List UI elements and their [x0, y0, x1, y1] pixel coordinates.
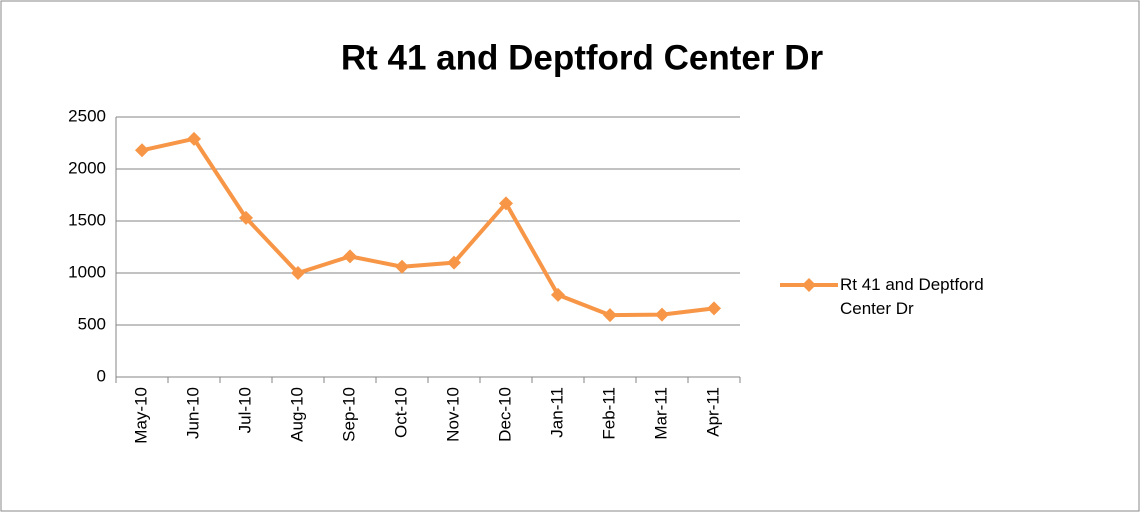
data-point: [135, 143, 149, 158]
data-point: [291, 266, 305, 280]
y-tick-label: 0: [97, 366, 106, 385]
data-point: [551, 287, 565, 302]
x-tick-label: Nov-10: [443, 387, 462, 442]
x-tick-label: Jan-11: [547, 387, 566, 438]
data-point: [499, 196, 513, 211]
x-tick-label: Jul-10: [235, 387, 254, 433]
y-tick-label: 500: [78, 314, 106, 333]
x-tick-label: May-10: [131, 387, 150, 444]
x-tick-label: Oct-10: [391, 387, 410, 438]
y-tick-label: 1000: [68, 262, 106, 281]
data-point: [395, 259, 409, 274]
data-point: [707, 301, 721, 316]
y-tick-label: 1500: [68, 210, 106, 229]
x-tick-label: Apr-11: [703, 387, 722, 437]
data-point: [187, 131, 201, 146]
x-tick-label: Feb-11: [599, 387, 618, 440]
data-point: [603, 308, 617, 323]
x-tick-label: Jun-10: [183, 387, 202, 439]
data-point: [447, 255, 461, 270]
x-tick-label: Dec-10: [495, 387, 514, 442]
chart-title: Rt 41 and Deptford Center Dr: [341, 38, 824, 77]
data-point: [655, 307, 669, 322]
data-point: [343, 249, 357, 264]
x-tick-label: Sep-10: [339, 387, 358, 442]
y-tick-label: 2500: [68, 106, 106, 125]
x-tick-label: Mar-11: [651, 387, 670, 440]
series-line: [141, 136, 715, 318]
data-point: [239, 210, 253, 225]
y-tick-label: 2000: [68, 158, 106, 177]
legend-label: Rt 41 and Deptford Center Dr: [840, 275, 984, 318]
legend-marker: [802, 278, 816, 292]
x-tick-label: Aug-10: [287, 387, 306, 442]
